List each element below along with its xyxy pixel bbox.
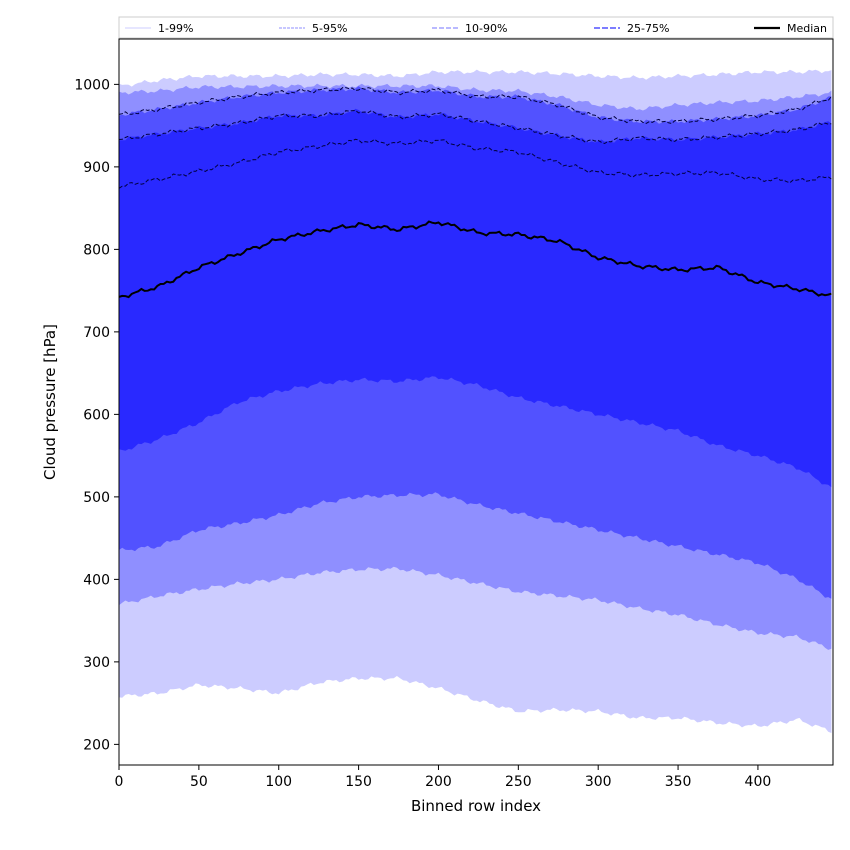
x-axis-title: Binned row index bbox=[411, 797, 541, 815]
x-tick-label: 50 bbox=[190, 774, 208, 790]
x-tick-label: 400 bbox=[745, 774, 772, 790]
y-axis-title: Cloud pressure [hPa] bbox=[41, 324, 59, 480]
band-25-75% bbox=[119, 108, 832, 488]
y-tick-label: 1000 bbox=[74, 77, 110, 93]
plot-frame bbox=[118, 38, 834, 766]
y-tick-label: 700 bbox=[83, 325, 110, 341]
x-tick-label: 100 bbox=[265, 774, 292, 790]
legend-label: Median bbox=[787, 22, 827, 35]
boundary-line-p25 bbox=[118, 138, 832, 189]
y-tick-label: 200 bbox=[83, 737, 110, 753]
legend-label: 1-99% bbox=[158, 22, 193, 35]
legend-label: 10-90% bbox=[465, 22, 507, 35]
x-tick-label: 350 bbox=[665, 774, 692, 790]
lines-layer bbox=[118, 87, 832, 299]
x-axis: 0 50 100 150 200 250 300 350 400 bbox=[115, 765, 772, 790]
legend: 1-99% 5-95% 10-90% 25-75% Median bbox=[118, 16, 834, 39]
x-tick-label: 150 bbox=[345, 774, 372, 790]
boundary-line-p75 bbox=[118, 109, 832, 145]
bands-layer bbox=[119, 69, 832, 734]
x-tick-label: 0 bbox=[115, 774, 124, 790]
y-axis: 200 300 400 500 600 700 800 900 1000 bbox=[74, 77, 119, 753]
y-tick-label: 500 bbox=[83, 490, 110, 506]
legend-frame bbox=[118, 16, 834, 39]
y-tick-label: 900 bbox=[83, 160, 110, 176]
x-tick-label: 200 bbox=[425, 774, 452, 790]
x-tick-label: 250 bbox=[505, 774, 532, 790]
y-tick-label: 600 bbox=[83, 407, 110, 423]
boundary-line-p90 bbox=[118, 87, 832, 125]
y-tick-label: 400 bbox=[83, 572, 110, 588]
x-tick-label: 300 bbox=[585, 774, 612, 790]
y-tick-label: 800 bbox=[83, 242, 110, 258]
series-line-median bbox=[118, 220, 832, 299]
legend-label: 25-75% bbox=[627, 22, 669, 35]
y-tick-label: 300 bbox=[83, 655, 110, 671]
legend-label: 5-95% bbox=[312, 22, 347, 35]
